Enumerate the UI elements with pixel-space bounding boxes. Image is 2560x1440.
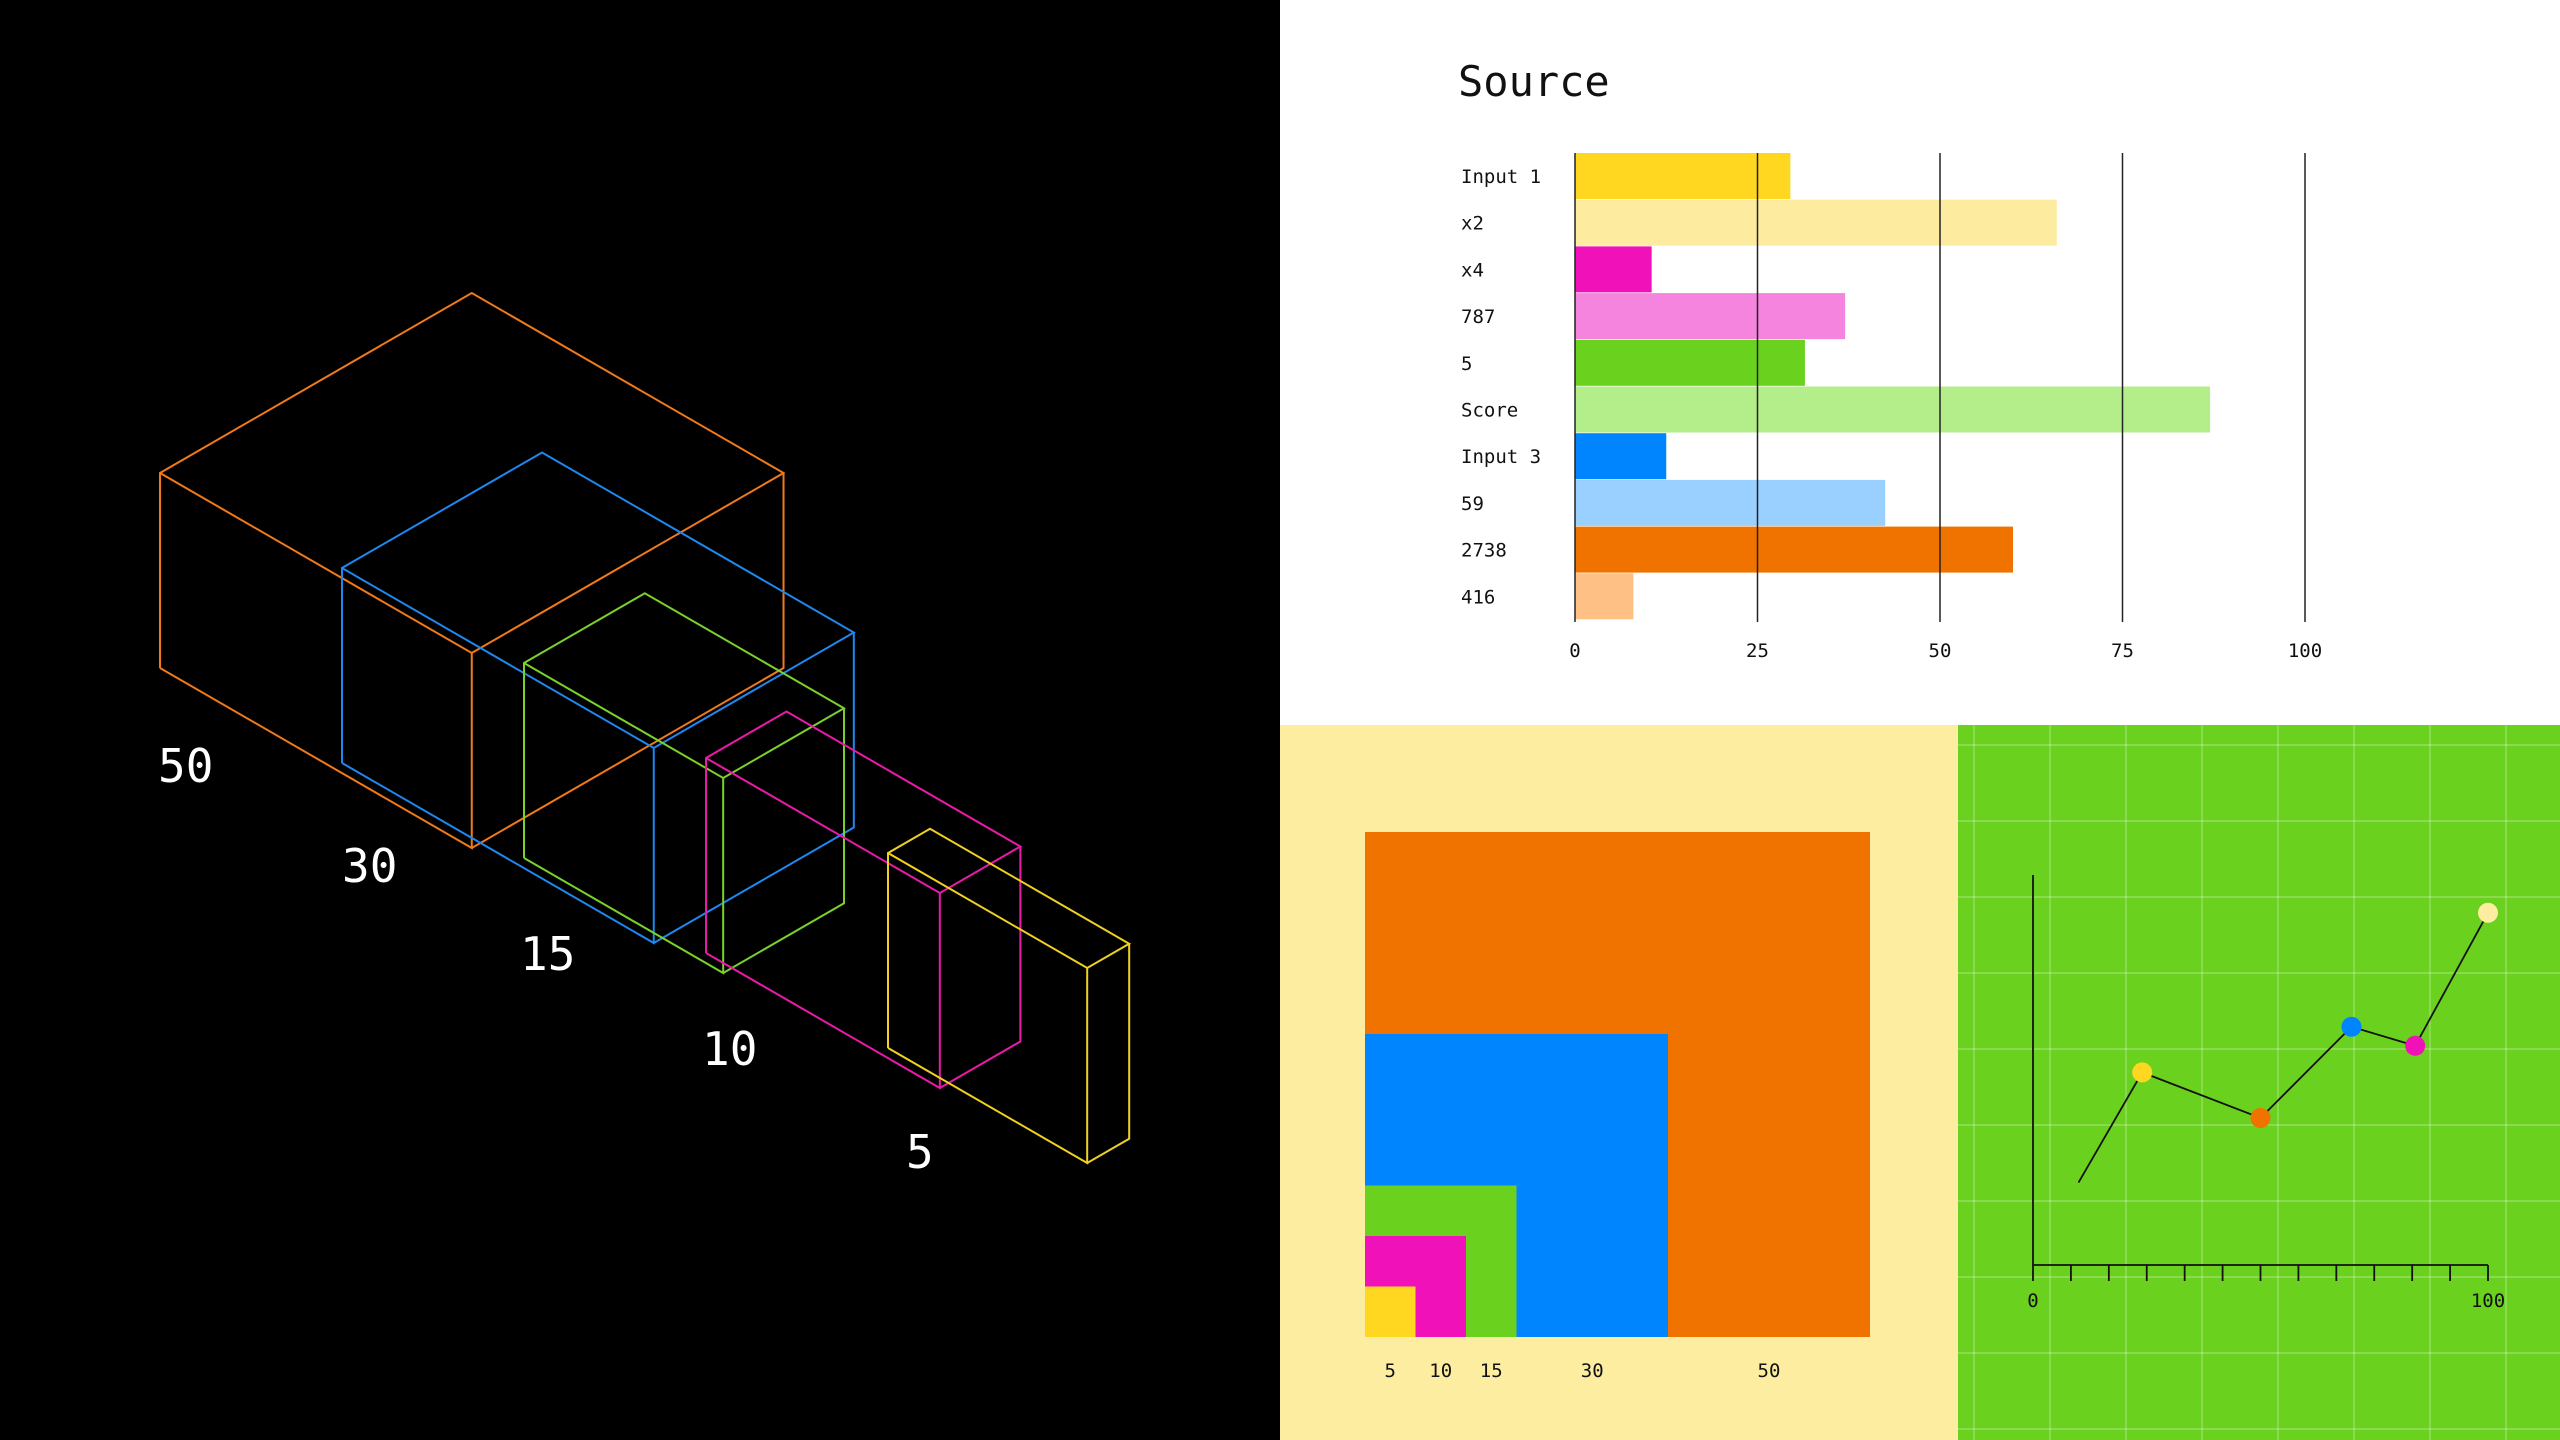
series-line	[2077, 912, 2489, 1184]
line-chart-panel: 0 100	[1958, 725, 2560, 1440]
bar	[1575, 573, 1634, 620]
iso-box-top-edges	[523, 592, 846, 858]
bar-category-label: Score	[1461, 400, 1518, 422]
iso-box-top-edges	[159, 291, 786, 668]
nested-square	[1365, 1286, 1416, 1337]
bar	[1575, 386, 2211, 433]
iso-box-side-edges	[722, 708, 845, 974]
square-size-label: 10	[1429, 1360, 1452, 1382]
iso-box-top-edges	[705, 710, 1023, 953]
bar-chart-panel: Source Input 1 x2 x4 787 5 Score Input 3 59 2738…	[1280, 0, 2560, 725]
iso-box-label: 15	[520, 927, 575, 981]
bar	[1575, 293, 1846, 340]
iso-box-label: 10	[702, 1022, 757, 1076]
iso-box	[705, 710, 1023, 1090]
data-point	[2250, 1108, 2271, 1128]
data-point	[2341, 1016, 2362, 1037]
x-tick-label: 0	[1569, 640, 1580, 662]
data-point	[2405, 1035, 2426, 1056]
bar	[1575, 153, 1791, 199]
bar	[1575, 526, 2013, 573]
bar	[1575, 479, 1886, 526]
iso-box-top-edges	[887, 827, 1132, 1048]
bar-category-label: 416	[1461, 586, 1495, 608]
iso-box	[159, 291, 786, 850]
iso-box-label: 5	[906, 1125, 934, 1179]
iso-box-top-edges	[341, 451, 856, 763]
iso-box-label: 30	[342, 839, 397, 893]
x-tick-label: 25	[1746, 640, 1769, 662]
nested-squares-chart: 5 10 15 30 50	[1365, 832, 1870, 1382]
x-tick-label: 50	[1929, 640, 1952, 662]
iso-box-side-edges	[471, 473, 785, 849]
bar-category-label: 2738	[1461, 540, 1507, 562]
iso-box-label: 50	[158, 739, 213, 793]
bar	[1575, 339, 1805, 386]
isometric-boxes-panel: 50 30 15 10 5	[158, 291, 1132, 1179]
iso-box-side-edges	[653, 632, 855, 944]
bar	[1575, 433, 1667, 480]
x-tick-label: 100	[2471, 1290, 2505, 1312]
iso-box-side-edges	[939, 846, 1022, 1089]
bar-category-label: 59	[1461, 493, 1484, 515]
iso-box	[887, 827, 1132, 1165]
square-size-label: 30	[1581, 1360, 1604, 1382]
iso-box-side-edges	[1086, 943, 1131, 1164]
bar-category-label: x4	[1461, 259, 1484, 281]
data-point	[2132, 1062, 2153, 1083]
line-chart: 0 100	[1958, 725, 2560, 1440]
data-point	[2478, 902, 2498, 923]
bar-category-label: Input 3	[1461, 446, 1541, 468]
bar-chart-title: Source	[1458, 57, 1610, 106]
square-size-label: 15	[1480, 1360, 1503, 1382]
bar-category-label: Input 1	[1461, 166, 1541, 188]
square-size-label: 5	[1385, 1360, 1396, 1382]
nested-squares-panel: 5 10 15 30 50	[1280, 725, 1958, 1440]
isometric-boxes-chart: 50 30 15 10 5	[158, 291, 1132, 1179]
bar	[1575, 199, 2057, 246]
bar	[1575, 246, 1652, 293]
bar-category-label: 5	[1461, 353, 1472, 375]
bar-chart: Source Input 1 x2 x4 787 5 Score Input 3 59 2738…	[1458, 57, 2322, 662]
x-tick-label: 0	[2027, 1290, 2038, 1312]
x-tick-label: 75	[2111, 640, 2134, 662]
square-size-label: 50	[1758, 1360, 1781, 1382]
iso-box	[341, 451, 856, 945]
bar-category-label: 787	[1461, 306, 1495, 328]
iso-box	[523, 592, 846, 975]
bar-category-label: x2	[1461, 213, 1484, 235]
x-tick-label: 100	[2288, 640, 2322, 662]
